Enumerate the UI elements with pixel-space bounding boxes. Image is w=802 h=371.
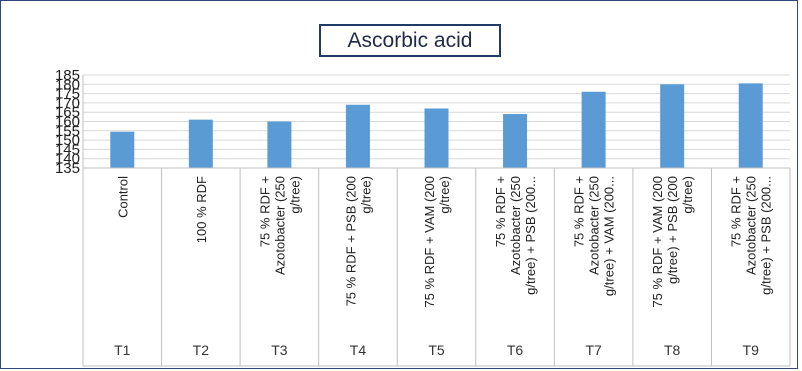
x-category-label: Azotobacter (250: [508, 176, 523, 275]
bar: [738, 83, 763, 168]
x-category-label: Azotobacter (250: [744, 176, 759, 275]
bar: [267, 121, 292, 168]
x-category-label: 75 % RDF +: [572, 176, 587, 247]
treatment-label: T7: [585, 342, 602, 358]
y-tick-label: 135: [55, 160, 80, 177]
treatment-label: T8: [664, 342, 681, 358]
x-category-label: g/tree): [358, 176, 373, 214]
bar: [424, 108, 449, 168]
x-category-label: g/tree): [437, 176, 452, 214]
treatment-label: T6: [507, 342, 524, 358]
y-tick-label: 170: [55, 95, 80, 112]
y-tick-label: 150: [55, 132, 80, 149]
x-category-label: Azotobacter (250: [587, 176, 602, 275]
bars: [110, 83, 763, 168]
x-category-label: Azotobacter (250: [272, 176, 287, 275]
y-tick-label: 145: [55, 141, 80, 158]
x-category-label: g/tree): [680, 176, 695, 214]
x-category-label: 75 % RDF + VAM (200: [650, 176, 665, 308]
y-tick-label: 180: [55, 76, 80, 93]
bar: [188, 119, 213, 168]
chart-title: Ascorbic acid: [319, 24, 501, 57]
y-tick-label: 155: [55, 123, 80, 140]
y-tick-label: 175: [55, 86, 80, 103]
y-tick-label: 160: [55, 114, 80, 131]
x-category-label: 75 % RDF +: [493, 176, 508, 247]
treatment-label: T4: [350, 342, 367, 358]
treatment-label: T5: [428, 342, 445, 358]
x-category-label: g/tree): [287, 176, 302, 214]
bar: [660, 84, 685, 168]
x-category-label: g/tree) + PSB (200...: [523, 176, 538, 295]
x-category-label: 100 % RDF: [194, 176, 209, 243]
bar: [503, 114, 528, 168]
bar: [581, 91, 606, 168]
treatment-label: T1: [114, 342, 131, 358]
bar: [345, 104, 370, 168]
treatment-label: T3: [271, 342, 288, 358]
x-category-label: Control: [115, 176, 130, 218]
y-tick-label: 140: [55, 151, 80, 168]
x-category-label: 75 % RDF + PSB (200: [343, 176, 358, 306]
x-category-label: 75 % RDF + VAM (200: [422, 176, 437, 308]
x-category-label: 75 % RDF +: [729, 176, 744, 247]
x-category-label: g/tree) + VAM (200...: [602, 176, 617, 296]
y-tick-label: 165: [55, 104, 80, 121]
x-category-label: g/tree) + PSB (200...: [759, 176, 774, 295]
treatment-label: T2: [193, 342, 210, 358]
y-tick-label: 185: [55, 67, 80, 84]
bar: [110, 131, 135, 168]
x-category-label: 75 % RDF +: [257, 176, 272, 247]
treatment-label: T9: [743, 342, 760, 358]
category-table: Control 100 % RDF 75 % RDF + Azotobacter (2…: [82, 167, 791, 367]
x-category-label: g/tree) + PSB (200: [665, 176, 680, 284]
